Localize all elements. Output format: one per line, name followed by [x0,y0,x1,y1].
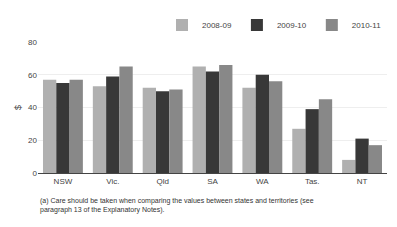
svg-text:2009-10: 2009-10 [277,21,307,30]
svg-text:SA: SA [207,177,218,186]
svg-text:NSW: NSW [54,177,73,186]
svg-text:2010-11: 2010-11 [352,21,381,30]
svg-text:WA: WA [256,177,269,186]
svg-text:2008-09: 2008-09 [202,21,232,30]
svg-text:(a) Care should be taken when: (a) Care should be taken when comparing … [40,197,314,214]
svg-text:Tas.: Tas. [305,177,320,186]
svg-text:40: 40 [28,103,37,112]
svg-text:NT: NT [357,177,368,186]
svg-text:$: $ [13,105,23,110]
svg-text:Vic.: Vic. [106,177,119,186]
svg-text:0: 0 [33,169,38,178]
svg-text:20: 20 [28,136,37,145]
svg-text:Qld: Qld [156,177,168,186]
svg-text:80: 80 [28,38,37,47]
svg-text:60: 60 [28,71,37,80]
